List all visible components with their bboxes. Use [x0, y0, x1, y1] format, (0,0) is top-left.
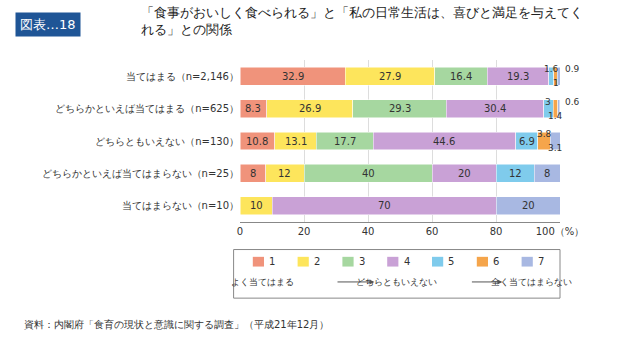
svg-text:1: 1 — [269, 256, 275, 267]
svg-text:32.9: 32.9 — [282, 71, 304, 82]
svg-text:40: 40 — [362, 168, 375, 179]
svg-text:全く当てはまらない: 全く当てはまらない — [491, 277, 572, 287]
svg-text:26.9: 26.9 — [299, 103, 321, 114]
svg-text:1.4: 1.4 — [548, 111, 563, 121]
svg-text:5: 5 — [448, 256, 454, 267]
svg-text:どちらかといえば当てはまらない（n=25）: どちらかといえば当てはまらない（n=25） — [42, 168, 239, 179]
svg-text:1.6: 1.6 — [544, 64, 559, 74]
svg-text:12: 12 — [509, 168, 522, 179]
svg-text:3: 3 — [545, 97, 551, 107]
svg-text:よく当てはまる: よく当てはまる — [231, 277, 294, 287]
svg-text:100（%）: 100（%） — [536, 226, 585, 237]
svg-text:6: 6 — [493, 256, 499, 267]
svg-text:29.3: 29.3 — [389, 103, 411, 114]
svg-text:10: 10 — [250, 200, 263, 211]
svg-text:3.1: 3.1 — [548, 143, 562, 153]
svg-text:20: 20 — [298, 226, 311, 237]
svg-text:70: 70 — [378, 200, 391, 211]
svg-text:当てはまる（n=2,146）: 当てはまる（n=2,146） — [126, 71, 239, 82]
svg-text:13.1: 13.1 — [285, 136, 307, 147]
svg-text:3.8: 3.8 — [537, 129, 552, 139]
svg-text:8: 8 — [544, 168, 550, 179]
svg-text:0: 0 — [237, 226, 243, 237]
svg-text:0.6: 0.6 — [565, 97, 580, 107]
svg-text:17.7: 17.7 — [334, 136, 356, 147]
svg-text:どちらともいえない: どちらともいえない — [356, 277, 437, 287]
svg-text:8.3: 8.3 — [245, 103, 261, 114]
svg-text:12: 12 — [278, 168, 291, 179]
svg-text:16.4: 16.4 — [450, 71, 472, 82]
svg-text:80: 80 — [490, 226, 503, 237]
svg-text:2: 2 — [314, 256, 320, 267]
svg-text:資料：内閣府「食育の現状と意識に関する調査」（平成21年12: 資料：内閣府「食育の現状と意識に関する調査」（平成21年12月） — [24, 319, 329, 330]
svg-text:8: 8 — [250, 168, 256, 179]
svg-text:7: 7 — [538, 256, 544, 267]
svg-text:当てはまらない（n=10）: 当てはまらない（n=10） — [122, 200, 239, 211]
svg-text:19.3: 19.3 — [507, 71, 529, 82]
svg-text:6.9: 6.9 — [519, 136, 535, 147]
svg-text:10.8: 10.8 — [246, 136, 268, 147]
svg-text:図表…18: 図表…18 — [20, 17, 76, 32]
svg-text:27.9: 27.9 — [379, 71, 401, 82]
svg-text:「食事がおいしく食べられる」と「私の日常生活は、喜びと満足を: 「食事がおいしく食べられる」と「私の日常生活は、喜びと満足を与えてくれる」との関… — [141, 5, 583, 37]
svg-text:どちらかといえば当てはまる（n=625）: どちらかといえば当てはまる（n=625） — [55, 103, 239, 114]
svg-text:3: 3 — [359, 256, 365, 267]
svg-text:0.9: 0.9 — [565, 64, 580, 74]
svg-text:30.4: 30.4 — [484, 103, 506, 114]
svg-text:44.6: 44.6 — [433, 136, 455, 147]
svg-text:40: 40 — [362, 226, 375, 237]
svg-text:4: 4 — [404, 256, 410, 267]
svg-text:20: 20 — [522, 200, 535, 211]
svg-text:20: 20 — [458, 168, 471, 179]
svg-text:どちらともいえない（n=130）: どちらともいえない（n=130） — [95, 136, 239, 147]
svg-text:1: 1 — [553, 78, 559, 88]
svg-text:60: 60 — [426, 226, 439, 237]
